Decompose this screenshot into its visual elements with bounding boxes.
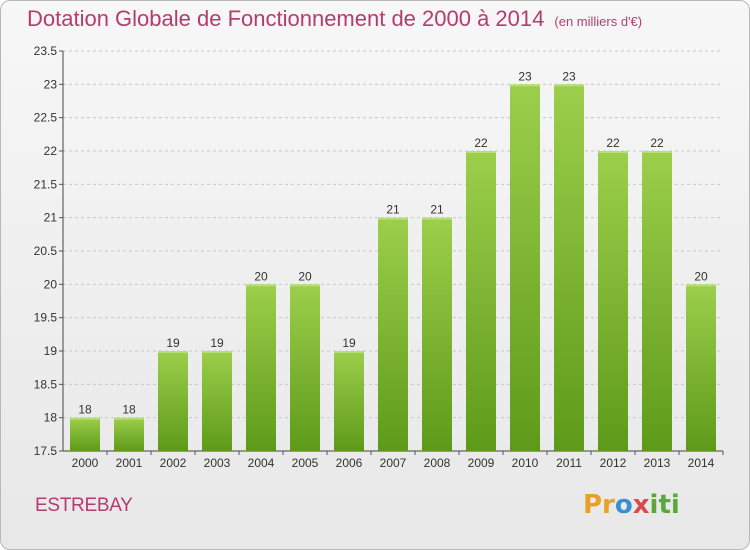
bar	[158, 351, 188, 451]
proxiti-logo: Proxiti	[583, 490, 680, 520]
bar	[686, 284, 716, 451]
bar-highlight	[422, 217, 452, 220]
data-label: 22	[650, 136, 664, 150]
chart-title: Dotation Globale de Fonctionnement de 20…	[27, 6, 642, 32]
y-tick-label: 19	[44, 344, 58, 358]
data-labels: 18 18 19 19 20 20 19 21 21 22 23 23 22 22 20	[78, 69, 708, 416]
x-tick-label: 2006	[336, 456, 363, 470]
x-tick-label: 2007	[380, 456, 407, 470]
x-tick-label: 2008	[424, 456, 451, 470]
x-tick-label: 2000	[72, 456, 99, 470]
bar	[70, 417, 100, 451]
bar-highlight	[510, 84, 540, 87]
y-tick-label: 20	[44, 277, 58, 291]
x-tick-label: 2004	[248, 456, 275, 470]
bar	[246, 284, 276, 451]
y-tick-label: 17.5	[34, 444, 58, 458]
x-tick-label: 2002	[160, 456, 187, 470]
x-tick-label: 2011	[556, 456, 582, 470]
y-tick-label: 18	[44, 411, 58, 425]
title-text: Dotation Globale de Fonctionnement de 20…	[27, 6, 545, 31]
y-tick-label: 23.5	[34, 44, 58, 58]
bar	[466, 151, 496, 451]
x-tick-label: 2005	[292, 456, 319, 470]
data-label: 22	[474, 136, 488, 150]
bar	[202, 351, 232, 451]
data-label: 18	[78, 403, 92, 417]
bar-highlight	[378, 217, 408, 220]
y-tick-label: 22	[44, 144, 58, 158]
x-tick-label: 2003	[204, 456, 231, 470]
data-label: 20	[694, 269, 708, 283]
bar-highlight	[466, 151, 496, 153]
data-label: 19	[210, 336, 224, 350]
data-label: 18	[122, 403, 136, 417]
bar-highlight	[334, 351, 364, 353]
bar-highlight	[158, 351, 188, 353]
bar	[378, 217, 408, 451]
bar-highlight	[202, 351, 232, 353]
bar-highlight	[290, 284, 320, 287]
data-label: 23	[562, 69, 576, 83]
y-tick-label: 23	[44, 77, 58, 91]
bar	[290, 284, 320, 451]
bar-highlight	[246, 284, 276, 287]
y-tick-labels: 17.5 18 18.5 19 19.5 20 20.5 21 21.5 22 22.5 23 23.5	[34, 44, 58, 458]
data-label: 20	[298, 269, 312, 283]
x-tick-label: 2014	[688, 456, 715, 470]
bar-highlight	[686, 284, 716, 287]
bar	[114, 417, 144, 451]
bar-highlight	[114, 417, 144, 420]
data-label: 21	[430, 203, 444, 217]
bar	[334, 351, 364, 451]
x-tick-label: 2001	[116, 456, 143, 470]
bar-highlight	[70, 417, 100, 420]
x-tick-labels: 2000 2001 2002 2003 2004 2005 2006 2007 2008 2009…	[72, 456, 715, 470]
data-label: 23	[518, 69, 532, 83]
bar	[510, 84, 540, 451]
bar-highlight	[598, 151, 628, 153]
commune-name: ESTREBAY	[35, 495, 133, 516]
data-label: 19	[166, 336, 180, 350]
y-tick-label: 18.5	[34, 377, 58, 391]
y-tick-label: 19.5	[34, 311, 58, 325]
bar	[422, 217, 452, 451]
y-tick-label: 21	[44, 211, 58, 225]
unit-label: (en milliers d'€)	[554, 14, 643, 29]
x-tick-label: 2012	[600, 456, 627, 470]
bars	[70, 84, 716, 451]
data-label: 21	[386, 203, 400, 217]
data-label: 22	[606, 136, 620, 150]
x-tick-label: 2009	[468, 456, 495, 470]
y-tick-label: 20.5	[34, 244, 58, 258]
y-tick-label: 21.5	[34, 177, 58, 191]
bar-highlight	[642, 151, 672, 153]
data-label: 20	[254, 269, 268, 283]
data-label: 19	[342, 336, 356, 350]
x-tick-label: 2013	[644, 456, 671, 470]
y-tick-label: 22.5	[34, 111, 58, 125]
bar	[598, 151, 628, 451]
x-tick-label: 2010	[512, 456, 539, 470]
bar	[642, 151, 672, 451]
bar	[554, 84, 584, 451]
bar-highlight	[554, 84, 584, 87]
